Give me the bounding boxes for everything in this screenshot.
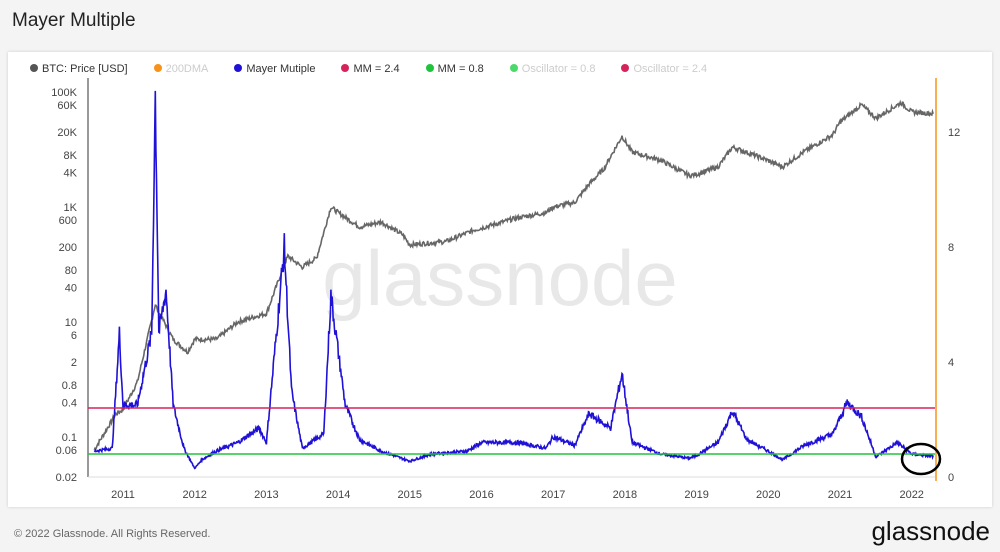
legend-label: Oscillator = 0.8 <box>521 63 596 75</box>
left-tick-label: 4K <box>64 167 78 179</box>
left-tick-label: 20K <box>57 127 77 139</box>
legend-item[interactable]: Oscillator = 2.4 <box>621 63 707 75</box>
x-tick-label: 2021 <box>828 489 852 501</box>
x-tick-label: 2016 <box>469 489 493 501</box>
glassnode-logo: glassnode <box>871 516 990 546</box>
legend-item[interactable]: 200DMA <box>153 63 209 75</box>
legend-dot <box>621 64 630 72</box>
left-tick-label: 0.06 <box>56 445 77 457</box>
x-tick-label: 2022 <box>899 489 923 501</box>
left-tick-label: 100K <box>51 87 77 99</box>
left-tick-label: 0.02 <box>56 472 77 484</box>
left-tick-label: 200 <box>59 242 77 254</box>
annotation-circle <box>900 442 942 476</box>
right-tick-label: 8 <box>948 242 954 254</box>
page-title: Mayer Multiple <box>12 10 136 31</box>
series-line-0 <box>93 99 934 451</box>
x-tick-label: 2018 <box>613 489 637 501</box>
left-tick-label: 600 <box>59 215 77 227</box>
right-tick-label: 0 <box>948 472 954 484</box>
legend-dot <box>425 64 434 72</box>
left-tick-label: 60K <box>57 100 77 112</box>
right-tick-label: 4 <box>948 357 954 369</box>
legend-item[interactable]: MM = 0.8 <box>425 63 484 75</box>
legend-label: Oscillator = 2.4 <box>633 63 708 75</box>
left-tick-label: 0.1 <box>62 432 77 444</box>
legend-item[interactable]: Mayer Mutiple <box>234 63 315 75</box>
left-tick-label: 40 <box>65 282 77 294</box>
x-tick-label: 2013 <box>254 489 278 501</box>
x-tick-label: 2012 <box>182 489 206 501</box>
right-tick-label: 12 <box>948 127 960 139</box>
left-tick-label: 1K <box>64 202 78 214</box>
left-tick-label: 80 <box>65 265 77 277</box>
legend-item[interactable]: Oscillator = 0.8 <box>509 63 596 75</box>
legend-label: MM = 2.4 <box>353 63 400 75</box>
left-tick-label: 10 <box>65 317 77 329</box>
x-tick-label: 2020 <box>756 489 780 501</box>
left-tick-label: 6 <box>71 330 77 342</box>
legend-dot <box>509 64 518 72</box>
x-tick-label: 2017 <box>541 489 565 501</box>
legend-label: BTC: Price [USD] <box>42 63 128 75</box>
watermark: glassnode <box>322 234 678 322</box>
legend-item[interactable]: BTC: Price [USD] <box>30 63 128 75</box>
left-tick-label: 8K <box>64 150 78 162</box>
legend: BTC: Price [USD] 200DMA Mayer Mutiple MM = … <box>30 63 707 75</box>
left-tick-label: 0.8 <box>62 380 77 392</box>
legend-dot <box>153 64 162 72</box>
x-tick-label: 2015 <box>398 489 422 501</box>
legend-label: MM = 0.8 <box>437 63 484 75</box>
left-tick-label: 2 <box>71 357 77 369</box>
legend-label: 200DMA <box>165 63 209 75</box>
legend-label: Mayer Mutiple <box>246 63 316 75</box>
legend-item[interactable]: MM = 2.4 <box>341 63 400 75</box>
legend-dot <box>30 64 38 72</box>
legend-dot <box>234 64 243 72</box>
x-tick-label: 2019 <box>684 489 708 501</box>
x-tick-label: 2011 <box>111 489 135 501</box>
chart-panel <box>8 52 992 507</box>
copyright: © 2022 Glassnode. All Rights Reserved. <box>14 528 211 540</box>
x-tick-label: 2014 <box>326 489 350 501</box>
legend-dot <box>341 64 350 72</box>
left-tick-label: 0.4 <box>62 397 77 409</box>
